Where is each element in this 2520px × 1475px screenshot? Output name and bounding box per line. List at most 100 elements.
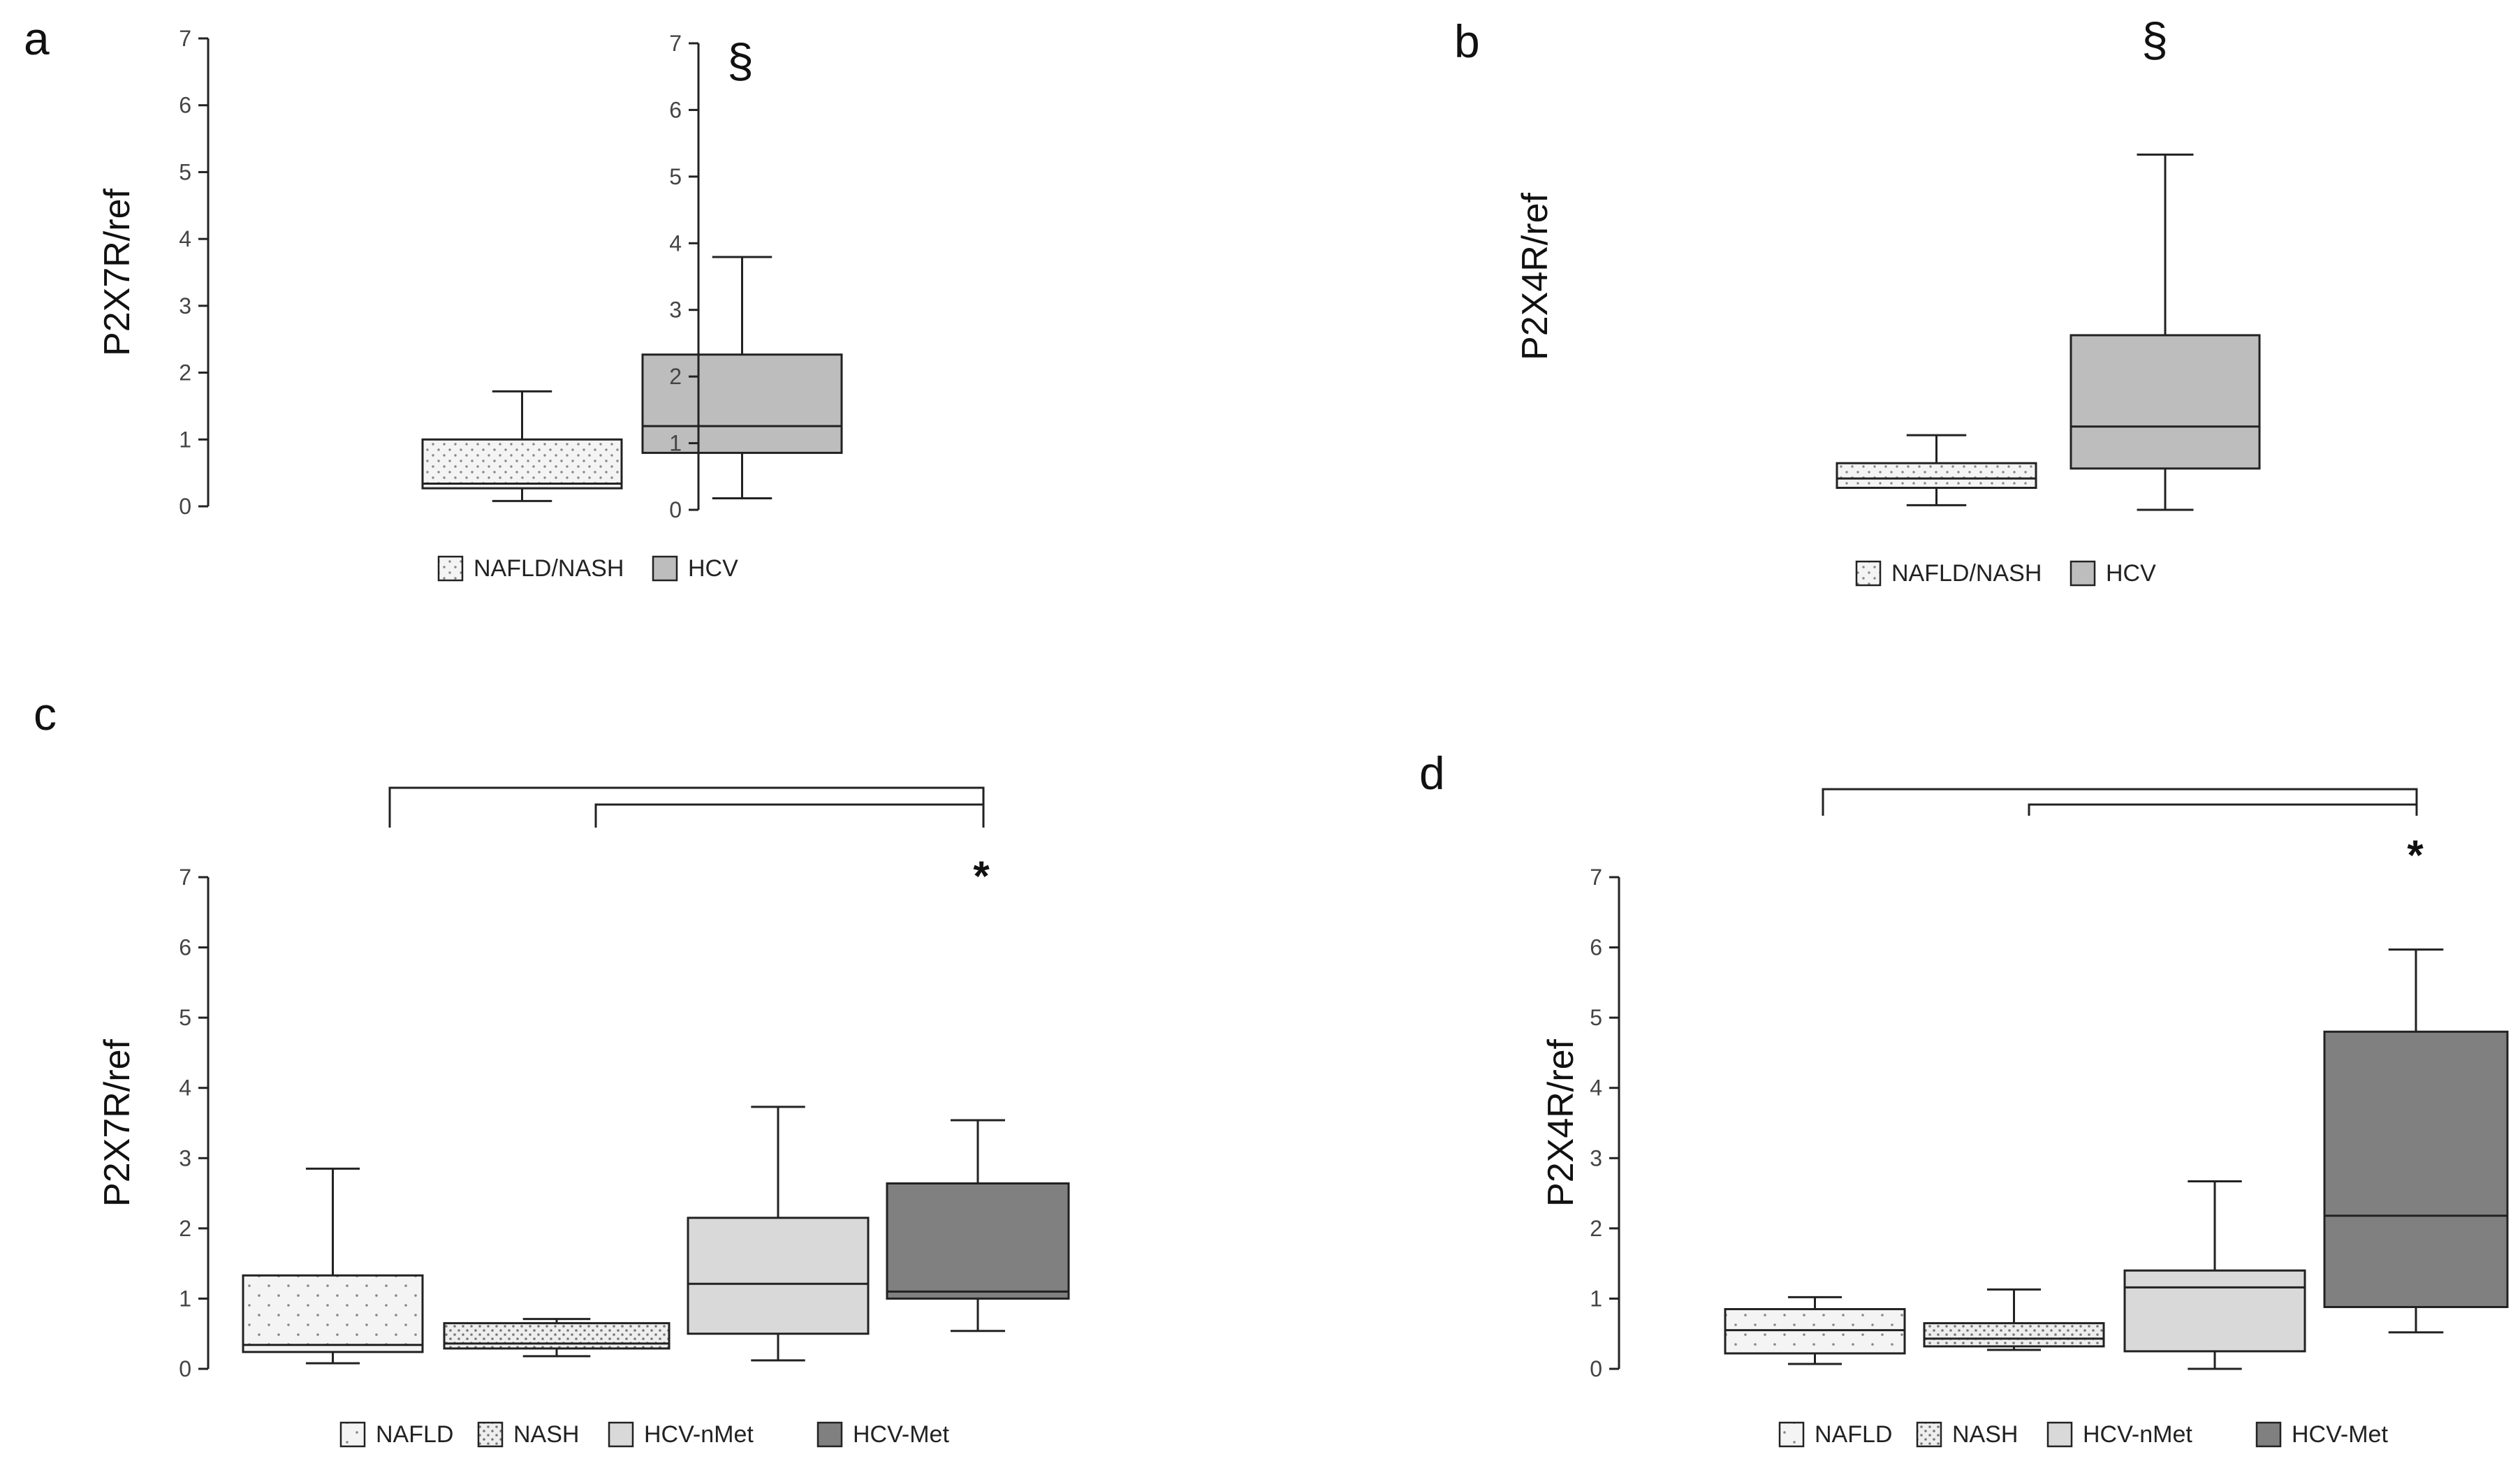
- y-tick-label: 3: [179, 1145, 191, 1171]
- y-tick-label: 6: [1590, 935, 1602, 960]
- panel-c: c 0 1 2 3 4 5 6 7 P2X7R/ref * NAFLD NASH HCV-nMet HCV-…: [34, 688, 1070, 1448]
- iqr-box: [421, 438, 623, 490]
- y-tick-label: 3: [669, 298, 682, 323]
- legend-label: HCV: [2106, 560, 2156, 587]
- y-tick-label: 3: [179, 293, 191, 318]
- legend-item-nafld: NAFLD: [1778, 1421, 1892, 1448]
- panel-d: d 0 1 2 3 4 5 6 7 P2X4R/ref * NAFLD NASH HCV-nMet HCV-…: [1419, 747, 2509, 1448]
- box-hcv-nmet: [2123, 1180, 2306, 1370]
- y-tick-label: 3: [1590, 1145, 1602, 1171]
- y-tick-label: 4: [179, 226, 191, 251]
- y-tick-label: 0: [669, 497, 682, 522]
- legend-item-hcv-met: HCV-Met: [2255, 1421, 2388, 1448]
- box-nash: [443, 1318, 671, 1358]
- legend-item-hcv-met: HCV-Met: [816, 1421, 949, 1448]
- legend-label: NAFLD: [376, 1421, 453, 1448]
- iqr-box: [687, 1217, 870, 1335]
- legend-swatch: [652, 555, 678, 582]
- y-tick-label: 5: [179, 1005, 191, 1030]
- y-axis-label: P2X7R/ref: [97, 189, 138, 356]
- y-axis-label: P2X7R/ref: [97, 1039, 138, 1207]
- legend-swatch: [2046, 1421, 2073, 1448]
- iqr-box: [1836, 462, 2037, 490]
- comparison-bracket-inner: [594, 803, 985, 828]
- box-nafld: [242, 1167, 424, 1365]
- significance-marker: *: [2407, 832, 2424, 879]
- legend-item-hcv: HCV: [2070, 560, 2156, 587]
- y-tick-label: 2: [179, 1216, 191, 1241]
- iqr-box: [242, 1274, 424, 1353]
- significance-marker: *: [973, 853, 990, 900]
- box-hcv-met: [886, 1119, 1070, 1333]
- y-tick-label: 0: [179, 1356, 191, 1381]
- y-tick-label: 4: [669, 230, 682, 256]
- legend-swatch: [1778, 1421, 1805, 1448]
- y-tick-label: 2: [1590, 1216, 1602, 1241]
- y-tick-label: 6: [669, 97, 682, 122]
- box-nafld-nash: [1836, 434, 2037, 506]
- box-hcv-met: [2323, 948, 2509, 1334]
- y-tick-label: 1: [179, 427, 191, 452]
- legend-swatch: [2070, 560, 2096, 587]
- panel-letter: a: [24, 13, 50, 64]
- legend-label: HCV-Met: [2292, 1421, 2388, 1448]
- legend-item-hcv: HCV: [652, 555, 738, 582]
- y-tick-label: 5: [669, 164, 682, 189]
- y-tick-label: 7: [179, 865, 191, 890]
- iqr-box: [641, 353, 843, 454]
- panel-letter: d: [1419, 747, 1445, 799]
- legend-label: HCV-nMet: [644, 1421, 754, 1448]
- legend-swatch: [816, 1421, 843, 1448]
- iqr-box: [2323, 1030, 2509, 1308]
- legend-label: NAFLD/NASH: [1891, 560, 2042, 587]
- iqr-box: [886, 1182, 1070, 1300]
- legend-label: HCV-Met: [853, 1421, 949, 1448]
- y-axis-label: P2X4R/ref: [1541, 1039, 1581, 1207]
- legend-swatch: [477, 1421, 504, 1448]
- y-tick-label: 0: [1590, 1356, 1602, 1381]
- legend-label: NASH: [513, 1421, 579, 1448]
- significance-marker: §: [727, 34, 754, 87]
- legend-swatch: [339, 1421, 366, 1448]
- y-tick-label: 6: [179, 935, 191, 960]
- legend-label: HCV-nMet: [2083, 1421, 2192, 1448]
- y-tick-label: 2: [669, 364, 682, 389]
- y-tick-label: 5: [1590, 1005, 1602, 1030]
- legend-label: NASH: [1952, 1421, 2018, 1448]
- box-nash: [1923, 1288, 2105, 1351]
- legend-swatch: [1855, 560, 1882, 587]
- legend-item-nash: NASH: [1916, 1421, 2018, 1448]
- legend-item-nafld: NAFLD: [339, 1421, 453, 1448]
- box-nafld-nash: [421, 390, 623, 502]
- iqr-box: [443, 1322, 671, 1350]
- panel-b: b 0 1 2 3 4 5 6 7 P2X4R/ref § NAFLD/NASH HCV: [669, 13, 2261, 587]
- legend-item-nafld-nash: NAFLD/NASH: [437, 555, 624, 582]
- legend-item-hcv-nmet: HCV-nMet: [608, 1421, 754, 1448]
- legend-label: NAFLD: [1815, 1421, 1892, 1448]
- legend-item-nash: NASH: [477, 1421, 579, 1448]
- box-hcv-nmet: [687, 1106, 870, 1362]
- y-tick-label: 5: [179, 159, 191, 184]
- y-tick-label: 2: [179, 360, 191, 386]
- panel-a: a 0 1 2 3 4 5 6 7 P2X7R/ref § NAFLD/NASH HCV: [24, 13, 843, 582]
- y-tick-label: 6: [179, 93, 191, 118]
- panel-letter: c: [34, 688, 57, 740]
- y-tick-label: 0: [179, 494, 191, 519]
- legend-swatch: [1916, 1421, 1942, 1448]
- iqr-box: [2070, 334, 2261, 470]
- legend-label: NAFLD/NASH: [474, 555, 624, 582]
- iqr-box: [1724, 1308, 1906, 1355]
- y-tick-label: 4: [179, 1076, 191, 1101]
- y-tick-label: 1: [179, 1286, 191, 1311]
- comparison-bracket-outer: [388, 786, 985, 828]
- legend-item-hcv-nmet: HCV-nMet: [2046, 1421, 2192, 1448]
- y-tick-label: 7: [1590, 865, 1602, 890]
- iqr-box: [2123, 1269, 2306, 1353]
- box-hcv: [641, 256, 843, 500]
- comparison-bracket-inner: [2028, 803, 2418, 816]
- box-nafld: [1724, 1296, 1906, 1365]
- panel-letter: b: [1454, 15, 1480, 67]
- legend-swatch: [608, 1421, 634, 1448]
- legend-swatch: [2255, 1421, 2282, 1448]
